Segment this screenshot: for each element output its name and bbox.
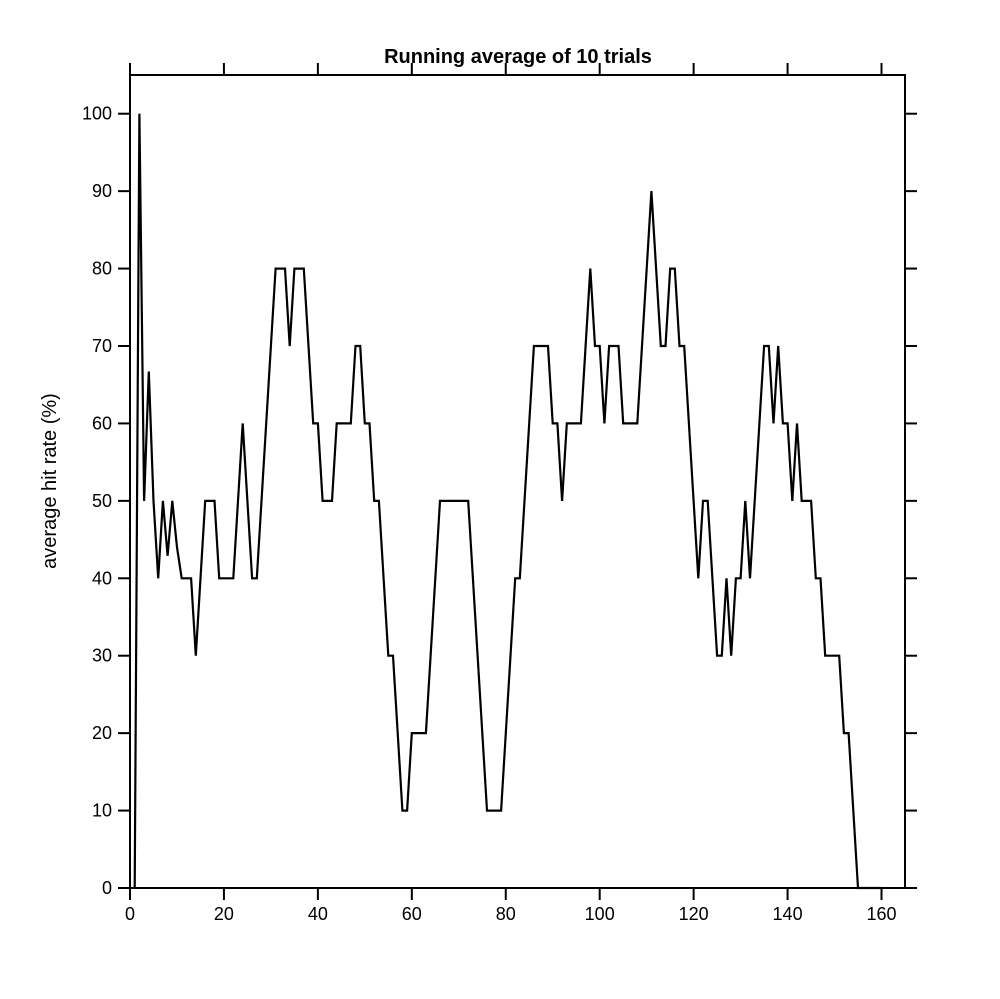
series-line (133, 113, 882, 890)
axis-tick-labels: 0 20 40 60 80 100 120 140 160 0 10 20 30 40 50 60 70 80 90… (82, 104, 897, 924)
x-tick-label: 60 (402, 904, 422, 924)
x-tick-label: 20 (214, 904, 234, 924)
x-tick-label: 40 (308, 904, 328, 924)
plot-frame (129, 74, 906, 889)
x-tick-label: 0 (125, 904, 135, 924)
y-tick-label: 30 (92, 646, 112, 666)
y-tick-label: 60 (92, 413, 112, 433)
y-tick-label: 70 (92, 336, 112, 356)
axis-ticks (118, 63, 917, 900)
x-tick-label: 160 (866, 904, 896, 924)
x-tick-label: 120 (679, 904, 709, 924)
x-tick-label: 80 (496, 904, 516, 924)
y-tick-label: 0 (102, 878, 112, 898)
x-tick-label: 100 (585, 904, 615, 924)
y-tick-label: 40 (92, 568, 112, 588)
y-tick-label: 90 (92, 181, 112, 201)
y-tick-label: 80 (92, 259, 112, 279)
y-axis-title: average hit rate (%) (39, 393, 61, 569)
chart-title: Running average of 10 trials (384, 46, 652, 68)
x-tick-label: 140 (773, 904, 803, 924)
y-tick-label: 20 (92, 723, 112, 743)
y-tick-label: 100 (82, 104, 112, 124)
y-tick-label: 10 (92, 801, 112, 821)
y-tick-label: 50 (92, 491, 112, 511)
